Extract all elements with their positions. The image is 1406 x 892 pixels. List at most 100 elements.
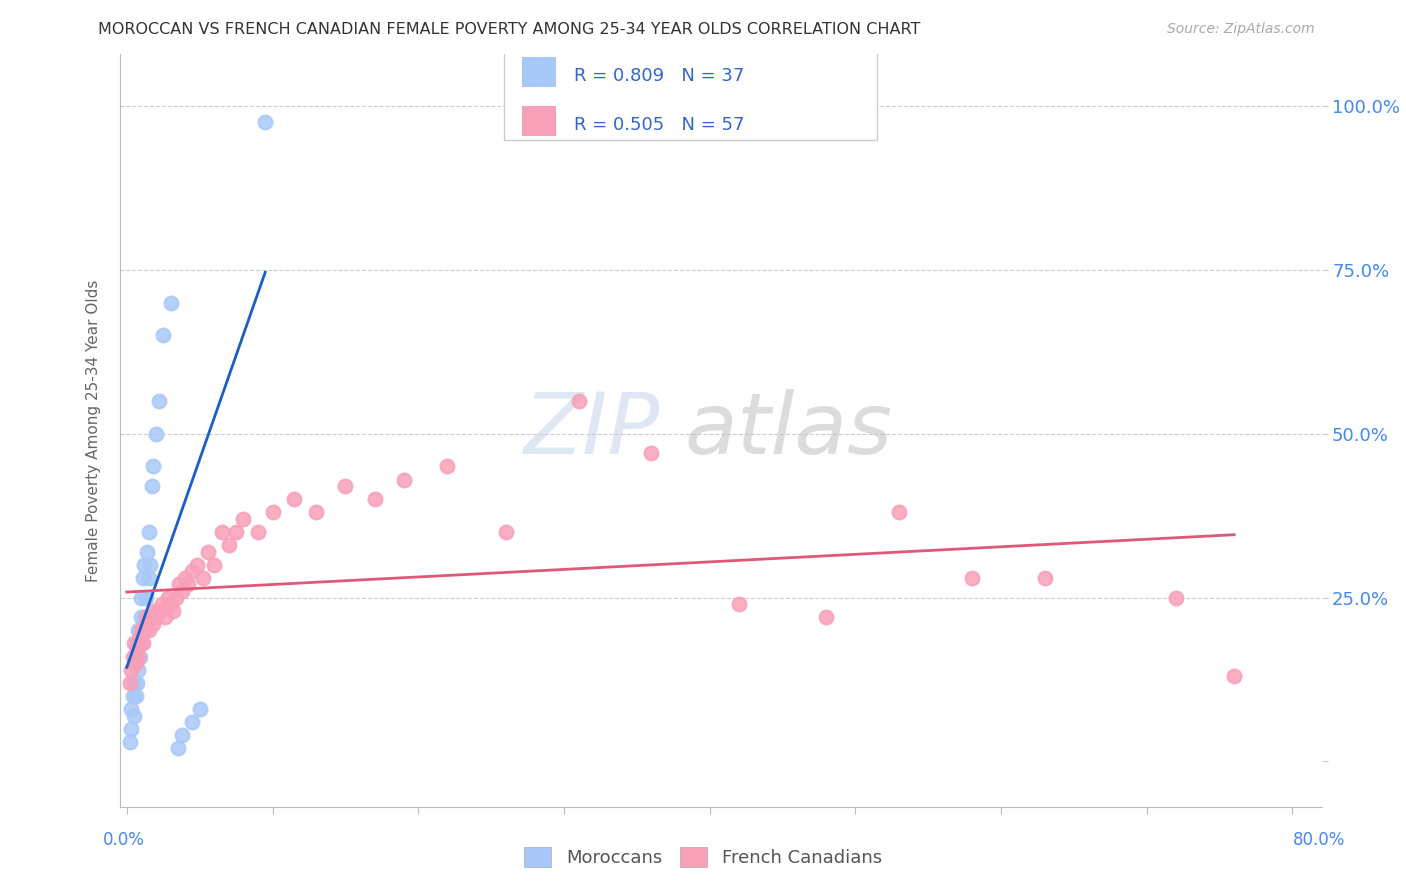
Point <box>120 722 142 736</box>
Point <box>124 656 146 670</box>
Point <box>177 577 200 591</box>
Y-axis label: Female Poverty Among 25-34 Year Olds: Female Poverty Among 25-34 Year Olds <box>86 279 101 582</box>
Point <box>246 524 269 539</box>
Point <box>148 393 170 408</box>
FancyBboxPatch shape <box>505 23 877 140</box>
Text: R = 0.505   N = 57: R = 0.505 N = 57 <box>574 116 744 134</box>
Point <box>225 524 247 539</box>
Point <box>134 624 156 638</box>
Text: ZIP: ZIP <box>524 389 661 472</box>
Point <box>135 610 157 624</box>
Point <box>139 610 162 624</box>
Point <box>131 624 153 638</box>
Point <box>186 558 208 572</box>
Point <box>159 295 181 310</box>
Point <box>262 505 284 519</box>
Point <box>118 735 141 749</box>
Point <box>141 479 163 493</box>
Point <box>887 505 910 519</box>
Point <box>145 610 167 624</box>
Point <box>122 675 145 690</box>
Point <box>174 571 197 585</box>
Point <box>125 675 148 690</box>
Point <box>335 479 357 493</box>
Point <box>152 328 174 343</box>
Point <box>1223 669 1246 683</box>
Legend: Moroccans, French Canadians: Moroccans, French Canadians <box>517 839 889 874</box>
Point <box>127 663 149 677</box>
Point <box>120 702 142 716</box>
Point <box>142 616 165 631</box>
Point <box>129 649 152 664</box>
Point <box>139 558 162 572</box>
Point <box>727 597 749 611</box>
Point <box>125 636 148 650</box>
Text: 0.0%: 0.0% <box>103 831 145 849</box>
Point <box>135 591 157 605</box>
Text: Source: ZipAtlas.com: Source: ZipAtlas.com <box>1167 22 1315 37</box>
Point <box>166 741 188 756</box>
Point <box>1033 571 1056 585</box>
Point <box>141 610 163 624</box>
Text: atlas: atlas <box>685 389 893 472</box>
Point <box>124 649 146 664</box>
Point <box>124 689 146 703</box>
Point <box>232 512 254 526</box>
Point <box>960 571 983 585</box>
Point <box>122 656 145 670</box>
Point <box>167 577 190 591</box>
Point <box>392 473 415 487</box>
Point <box>165 591 187 605</box>
Point <box>120 663 142 677</box>
Point <box>125 643 148 657</box>
Point <box>156 591 179 605</box>
Point <box>132 571 155 585</box>
Bar <box>522 106 555 136</box>
Point <box>134 558 156 572</box>
Point <box>172 584 194 599</box>
Point <box>150 597 173 611</box>
Point <box>127 649 149 664</box>
Point <box>136 544 159 558</box>
Point <box>283 492 305 507</box>
Point <box>136 616 159 631</box>
Point <box>134 610 156 624</box>
Text: 80.0%: 80.0% <box>1292 831 1346 849</box>
Text: MOROCCAN VS FRENCH CANADIAN FEMALE POVERTY AMONG 25-34 YEAR OLDS CORRELATION CHA: MOROCCAN VS FRENCH CANADIAN FEMALE POVER… <box>98 22 921 37</box>
Point <box>191 571 214 585</box>
Point <box>127 624 149 638</box>
Point <box>815 610 838 624</box>
Point <box>148 604 170 618</box>
Point <box>640 446 662 460</box>
Point <box>363 492 385 507</box>
Point <box>121 689 143 703</box>
Bar <box>522 57 555 87</box>
Point <box>567 393 589 408</box>
Point <box>118 675 141 690</box>
Point <box>122 636 145 650</box>
Point <box>132 624 155 638</box>
Point <box>181 714 204 729</box>
Point <box>131 610 153 624</box>
Point <box>197 544 219 558</box>
Point <box>188 702 211 716</box>
Point <box>145 426 167 441</box>
Text: R = 0.809   N = 37: R = 0.809 N = 37 <box>574 67 744 85</box>
Point <box>172 728 194 742</box>
Point <box>138 624 160 638</box>
Point <box>254 115 277 129</box>
Point <box>305 505 328 519</box>
Point <box>142 459 165 474</box>
Point <box>495 524 517 539</box>
Point <box>131 636 153 650</box>
Point <box>138 571 160 585</box>
Point <box>143 604 166 618</box>
Point <box>202 558 225 572</box>
Point <box>181 564 204 578</box>
Point <box>1164 591 1187 605</box>
Point <box>436 459 458 474</box>
Point <box>138 524 160 539</box>
Point <box>153 610 176 624</box>
Point <box>211 524 233 539</box>
Point <box>218 538 240 552</box>
